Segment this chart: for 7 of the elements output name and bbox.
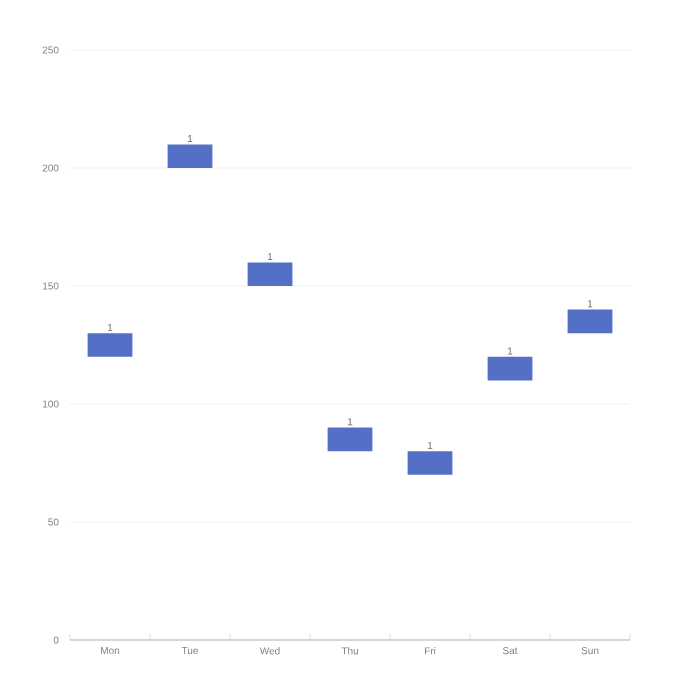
bar <box>87 333 133 357</box>
bar <box>247 262 293 286</box>
bar <box>567 309 613 334</box>
bar <box>487 356 533 381</box>
bar <box>167 144 213 168</box>
bar <box>327 427 373 452</box>
bar <box>407 451 453 475</box>
